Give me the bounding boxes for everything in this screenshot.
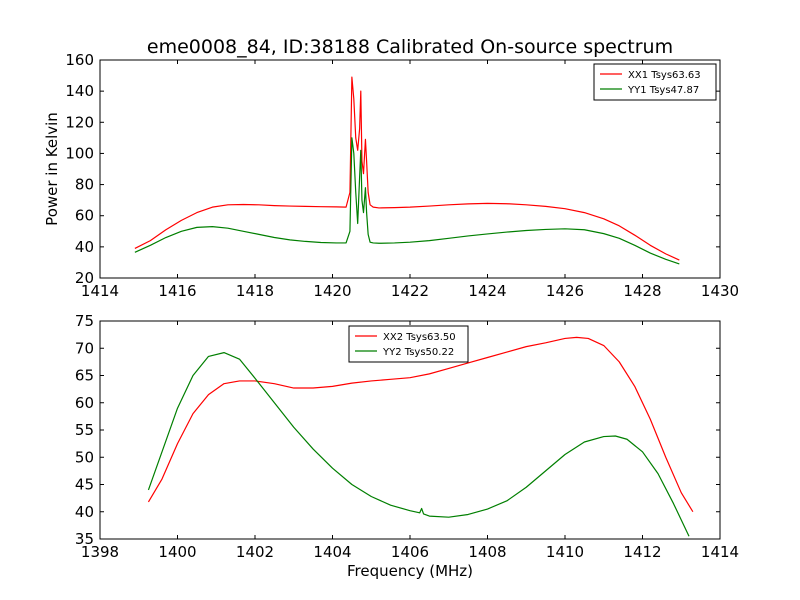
- top-spectrum-panel: 1414 1416 1418 1420 1422 1424 1426 1428 1430 20 40…: [43, 51, 739, 300]
- x-tick-label: 1428: [623, 282, 661, 300]
- y-tick-label: 100: [65, 144, 94, 162]
- x-tick-label: 1412: [623, 543, 661, 561]
- y-tick-label: 65: [75, 367, 94, 385]
- series-lines: [147, 336, 694, 537]
- x-tick-label: 1414: [701, 543, 739, 561]
- series-line-1: [134, 76, 680, 261]
- x-tick-label: 1416: [158, 282, 196, 300]
- y-tick-label: 60: [75, 207, 94, 225]
- x-tick-label: 1402: [236, 543, 274, 561]
- bottom-spectrum-panel: 1398 1400 1402 1404 1406 1408 1410 1412 1414 35 40…: [75, 312, 739, 561]
- series-line-2: [134, 137, 680, 265]
- y-tick-label: 20: [75, 269, 94, 287]
- x-tick-label: 1408: [468, 543, 506, 561]
- series-lines: [134, 76, 680, 265]
- y-tick-label: 160: [65, 51, 94, 69]
- x-tick-label: 1424: [468, 282, 506, 300]
- x-tick-label: 1422: [391, 282, 429, 300]
- legend-label: XX1 Tsys63.63: [628, 70, 701, 81]
- x-tick-label: 1404: [313, 543, 351, 561]
- y-tick-label: 60: [75, 394, 94, 412]
- y-tick-label: 70: [75, 339, 94, 357]
- y-tick-label: 120: [65, 113, 94, 131]
- legend: XX1 Tsys63.63 YY1 Tsys47.87: [593, 63, 717, 101]
- series-line-1: [147, 336, 694, 513]
- y-tick-label: 50: [75, 448, 94, 466]
- figure-title: eme0008_84, ID:38188 Calibrated On-sourc…: [147, 36, 673, 58]
- x-axis-label: Frequency (MHz): [347, 562, 473, 580]
- series-line-2: [147, 352, 690, 537]
- legend: XX2 Tsys63.50 YY2 Tsys50.22: [348, 325, 469, 363]
- legend-label: XX2 Tsys63.50: [383, 332, 456, 343]
- x-tick-label: 1430: [701, 282, 739, 300]
- x-tick-label: 1400: [158, 543, 196, 561]
- y-axis-label: Power in Kelvin: [43, 112, 61, 226]
- y-tick-label: 45: [75, 476, 94, 494]
- legend-label: YY1 Tsys47.87: [627, 85, 699, 96]
- legend-label: YY2 Tsys50.22: [382, 347, 454, 358]
- x-tick-label: 1414: [81, 282, 119, 300]
- legend-box: [348, 325, 469, 363]
- y-tick-label: 40: [75, 238, 94, 256]
- y-tick-label: 55: [75, 421, 94, 439]
- x-tick-label: 1398: [81, 543, 119, 561]
- y-tick-label: 75: [75, 312, 94, 330]
- x-tick-label: 1420: [313, 282, 351, 300]
- y-tick-label: 80: [75, 176, 94, 194]
- y-tick-label: 35: [75, 530, 94, 548]
- x-tick-label: 1426: [546, 282, 584, 300]
- x-tick-label: 1418: [236, 282, 274, 300]
- x-tick-label: 1410: [546, 543, 584, 561]
- y-tick-label: 140: [65, 82, 94, 100]
- y-tick-label: 40: [75, 503, 94, 521]
- legend-box: [593, 63, 717, 101]
- x-tick-label: 1406: [391, 543, 429, 561]
